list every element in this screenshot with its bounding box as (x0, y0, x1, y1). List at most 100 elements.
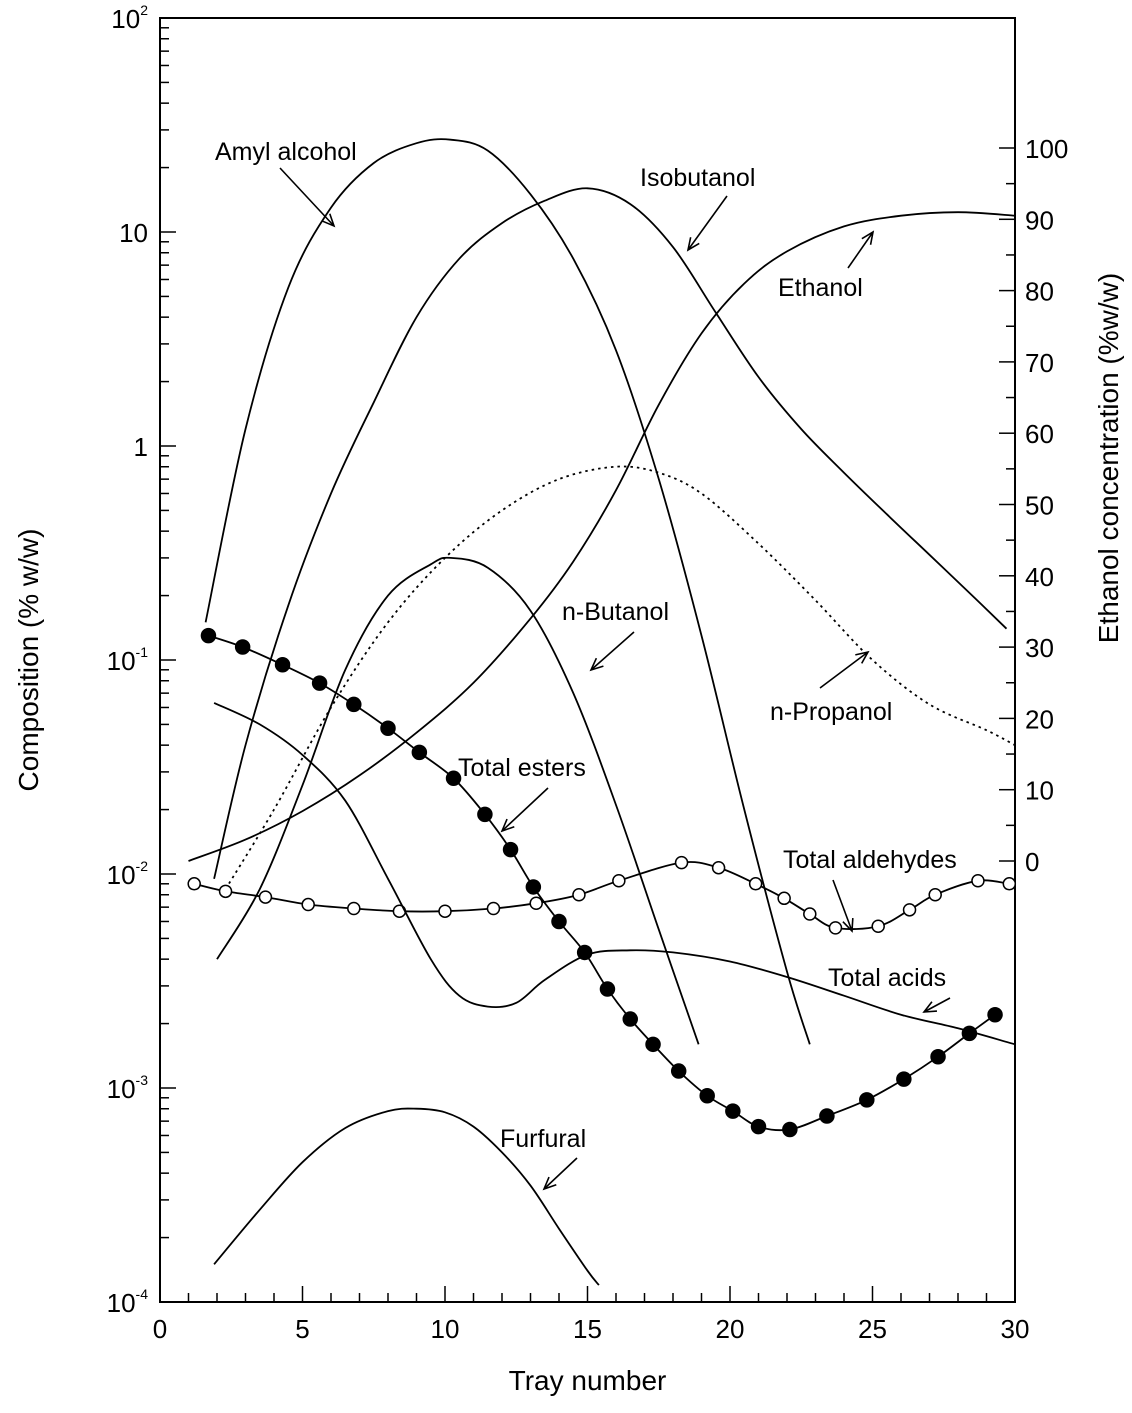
data-point-total-aldehydes (572, 887, 586, 902)
y-right-tick-label: 50 (1025, 491, 1054, 521)
annotation-label-furfural: Furfural (500, 1125, 586, 1153)
y-right-tick-label: 30 (1025, 633, 1054, 663)
data-point-total-aldehydes (301, 897, 315, 912)
y-left-tick-label: 102 (111, 2, 148, 34)
data-point-total-aldehydes (529, 896, 543, 910)
data-point-total-esters (859, 1092, 875, 1108)
series-line-n-butanol (216, 556, 700, 1045)
series-line-n-propanol (224, 465, 1016, 890)
data-point-total-esters (699, 1087, 715, 1104)
series-line-amyl-alcohol (204, 138, 811, 1045)
data-point-total-esters (502, 841, 519, 858)
y-right-tick-label: 0 (1025, 847, 1039, 877)
y-left-axis-title: Composition (% w/w) (13, 529, 44, 792)
data-point-total-aldehydes (486, 901, 501, 916)
data-point-total-aldehydes (187, 877, 201, 891)
y-left-tick-label: 10-4 (107, 1286, 149, 1318)
annotation-arrow-n-butanol-head (589, 657, 604, 672)
annotation-arrow-isobutanol-head (686, 237, 700, 252)
y-left-tick-label: 10-1 (107, 644, 149, 676)
y-right-tick-label: 80 (1025, 277, 1054, 307)
data-point-total-esters (411, 744, 428, 761)
y-right-tick-label: 40 (1025, 562, 1054, 592)
data-point-total-aldehydes (971, 873, 985, 888)
data-point-total-esters (380, 720, 396, 736)
data-point-total-aldehydes (347, 901, 361, 916)
data-point-total-esters (782, 1121, 798, 1138)
data-point-total-aldehydes (928, 887, 942, 902)
annotation-label-isobutanol: Isobutanol (640, 164, 755, 192)
data-point-total-esters (311, 675, 328, 691)
annotation-label-amyl-alcohol: Amyl alcohol (215, 138, 357, 166)
series-line-ethanol (188, 211, 1016, 862)
data-point-total-aldehydes (828, 921, 843, 935)
data-point-total-esters (622, 1011, 638, 1027)
data-point-total-esters (200, 627, 217, 644)
y-left-tick-label: 10-2 (107, 858, 149, 890)
annotation-arrow-amyl-alcohol-head (321, 213, 336, 228)
data-point-total-esters (576, 944, 593, 961)
series-line-total-acids (213, 702, 1016, 1046)
annotation-label-n-propanol: n-Propanol (770, 698, 892, 726)
y-right-tick-label: 10 (1025, 776, 1054, 806)
annotation-arrow-amyl-alcohol (279, 167, 335, 227)
data-point-total-aldehydes (777, 891, 791, 906)
annotation-arrow-n-propanol-head (855, 650, 870, 664)
y-left-tick-label: 10-3 (107, 1072, 149, 1104)
annotation-arrow-total-esters-head (500, 818, 515, 833)
data-point-total-esters (930, 1048, 946, 1065)
data-point-total-aldehydes (871, 919, 885, 933)
annotation-arrow-n-propanol (819, 651, 869, 689)
data-point-total-aldehydes (1002, 877, 1017, 891)
data-point-total-esters (896, 1071, 912, 1087)
data-point-total-aldehydes (258, 890, 273, 904)
series-line-furfural (213, 1107, 600, 1286)
data-point-total-esters (274, 657, 291, 673)
data-point-total-esters (670, 1063, 687, 1079)
data-point-total-aldehydes (711, 860, 726, 875)
annotation-arrow-total-acids (923, 997, 951, 1013)
y-right-tick-label: 60 (1025, 419, 1054, 449)
y-right-tick-label: 20 (1025, 704, 1054, 734)
series-line-total-aldehydes (193, 861, 1010, 930)
annotation-label-ethanol: Ethanol (778, 274, 863, 302)
x-tick-label: 15 (573, 1314, 602, 1344)
data-point-total-esters (551, 913, 567, 930)
x-tick-label: 25 (858, 1314, 887, 1344)
data-point-total-esters (477, 806, 493, 823)
data-point-total-esters (725, 1103, 741, 1119)
annotation-arrow-furfural-head (542, 1176, 557, 1191)
y-right-tick-label: 100 (1025, 134, 1068, 164)
annotation-arrow-total-esters (501, 787, 549, 832)
y-left-tick-label: 1 (134, 432, 148, 462)
annotation-arrow-isobutanol (687, 195, 728, 251)
data-point-total-aldehydes (674, 855, 689, 870)
y-left-tick-label: 10 (119, 218, 148, 248)
x-axis-title: Tray number (509, 1365, 667, 1396)
data-point-total-esters (234, 639, 251, 655)
annotation-arrow-furfural (543, 1157, 578, 1190)
data-point-total-esters (525, 879, 542, 895)
annotation-arrow-total-aldehydes-head (842, 917, 854, 933)
annotation-label-total-acids: Total acids (828, 964, 946, 992)
annotation-label-total-esters: Total esters (458, 754, 586, 782)
data-point-total-aldehydes (218, 884, 233, 899)
annotation-arrow-n-butanol (590, 631, 635, 671)
data-point-total-aldehydes (748, 877, 763, 891)
x-tick-label: 10 (431, 1314, 460, 1344)
data-point-total-aldehydes (803, 907, 817, 921)
annotation-label-total-aldehydes: Total aldehydes (783, 846, 957, 874)
annotation-label-n-butanol: n-Butanol (562, 598, 669, 626)
data-point-total-esters (346, 696, 362, 713)
data-point-total-esters (645, 1036, 661, 1053)
data-point-total-esters (987, 1006, 1003, 1023)
x-tick-label: 5 (295, 1314, 309, 1344)
annotation-arrow-ethanol (847, 231, 874, 269)
data-point-total-esters (445, 770, 462, 787)
data-point-total-esters (599, 981, 616, 997)
series-line-isobutanol (213, 187, 1008, 880)
y-right-tick-label: 70 (1025, 348, 1054, 378)
annotation-arrow-total-acids-head (922, 1001, 938, 1013)
